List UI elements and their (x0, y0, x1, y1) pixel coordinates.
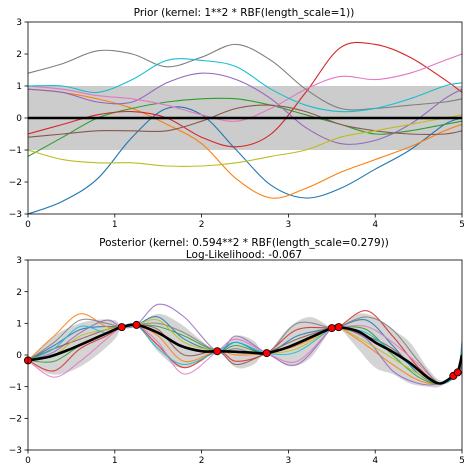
posterior-y-tick-label: 0 (16, 351, 22, 361)
posterior-sample-line-4 (28, 310, 462, 385)
prior-y-tick-label: 3 (16, 18, 22, 28)
posterior-y-tick-label: −1 (9, 383, 22, 393)
posterior-sample-line-2 (28, 313, 462, 385)
posterior-x-tick-label: 0 (25, 456, 31, 466)
prior-sample-line-10 (28, 58, 462, 113)
posterior-plot-area (28, 303, 462, 388)
posterior-y-tick-label: −2 (9, 415, 22, 425)
posterior-y-tick-label: −3 (9, 446, 22, 456)
posterior-x-tick-label: 5 (459, 456, 465, 466)
prior-y-tick-label: 2 (16, 50, 22, 60)
posterior-title: Posterior (kernel: 0.594**2 * RBF(length… (99, 237, 389, 249)
posterior-panel: Posterior (kernel: 0.594**2 * RBF(length… (9, 237, 465, 466)
prior-title: Prior (kernel: 1**2 * RBF(length_scale=1… (134, 7, 355, 19)
posterior-y-tick-label: 2 (16, 288, 22, 298)
posterior-y-tick-label: 1 (16, 320, 22, 330)
prior-y-tick-label: −3 (9, 210, 22, 220)
prior-sample-line-7 (28, 53, 462, 122)
prior-sample-line-4 (28, 41, 462, 148)
prior-x-tick-label: 5 (459, 220, 465, 230)
prior-sample-line-5 (28, 72, 462, 145)
prior-sample-line-9 (28, 114, 462, 167)
posterior-x-tick-label: 2 (199, 456, 205, 466)
posterior-observation-point (117, 323, 126, 332)
posterior-observation-point (327, 324, 336, 333)
posterior-observation-point (132, 320, 141, 329)
prior-x-tick-label: 4 (372, 220, 378, 230)
prior-y-tick-label: −1 (9, 146, 22, 156)
prior-x-tick-label: 0 (25, 220, 31, 230)
posterior-y-tick-label: 3 (16, 256, 22, 266)
prior-x-tick-label: 2 (199, 220, 205, 230)
prior-x-tick-label: 1 (112, 220, 118, 230)
posterior-observation-point (262, 349, 271, 358)
prior-y-tick-label: −2 (9, 178, 22, 188)
prior-sample-line-6 (28, 104, 462, 138)
prior-x-tick-label: 3 (286, 220, 292, 230)
posterior-sample-line-5 (28, 303, 462, 386)
posterior-sample-line-7 (28, 323, 462, 385)
prior-sample-line-8 (28, 43, 462, 111)
posterior-x-tick-label: 4 (372, 456, 378, 466)
prior-plot-area (28, 41, 462, 214)
posterior-subtitle: Log-Likelihood: -0.067 (186, 249, 302, 261)
prior-sample-line-2 (28, 88, 462, 199)
posterior-observation-point (213, 347, 222, 356)
posterior-x-tick-label: 3 (286, 456, 292, 466)
prior-panel: Prior (kernel: 1**2 * RBF(length_scale=1… (9, 7, 465, 230)
prior-sample-line-1 (28, 106, 462, 214)
posterior-observation-point (453, 368, 462, 377)
posterior-observation-point (334, 323, 343, 332)
prior-y-tick-label: 1 (16, 82, 22, 92)
posterior-x-tick-label: 1 (112, 456, 118, 466)
prior-y-tick-label: 0 (16, 114, 22, 124)
